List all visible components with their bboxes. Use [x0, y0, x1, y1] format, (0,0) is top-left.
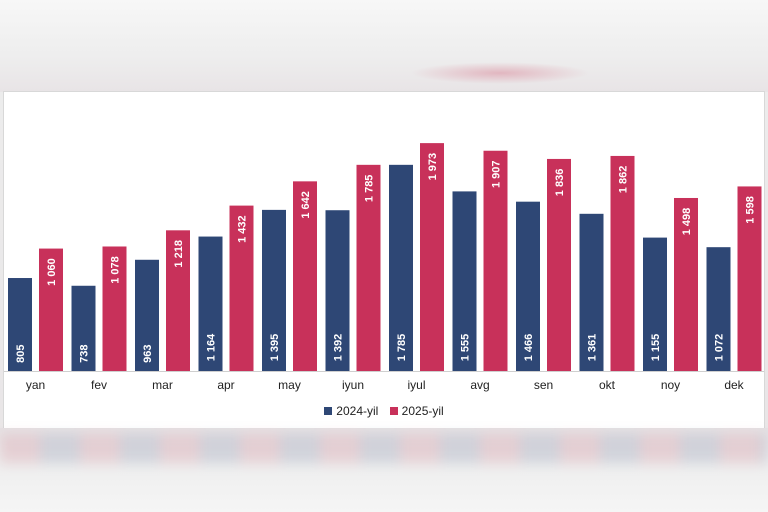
legend-label-2024: 2024-yil — [336, 404, 379, 418]
data-label-2024-iyun: 1 392 — [333, 334, 345, 362]
bar-2024-yan — [8, 278, 32, 371]
data-label-2024-dek: 1 072 — [714, 334, 726, 362]
bar-2024-avg — [452, 191, 477, 371]
x-tick-label-iyun: iyun — [342, 378, 364, 392]
bar-2025-avg — [483, 150, 508, 371]
x-tick-label-avg: avg — [470, 378, 489, 392]
data-label-2024-avg: 1 555 — [460, 334, 472, 362]
data-label-2025-sen: 1 836 — [554, 169, 566, 197]
data-label-2024-may: 1 395 — [269, 334, 281, 362]
x-tick-label-fev: fev — [91, 378, 107, 392]
data-label-2024-mar: 963 — [142, 345, 154, 363]
legend-swatch-2025 — [389, 407, 398, 415]
data-label-2025-iyun: 1 785 — [364, 175, 376, 203]
x-tick-label-iyul: iyul — [407, 378, 425, 392]
data-label-2025-fev: 1 078 — [110, 256, 122, 284]
data-label-2025-may: 1 642 — [300, 191, 312, 219]
data-label-2024-fev: 738 — [79, 345, 91, 363]
data-label-2024-sen: 1 466 — [523, 334, 535, 362]
chart-panel: 805 1 060 yan 738 1 078 fev 963 1 218 mar 1 164 1 … — [4, 92, 764, 428]
data-label-2025-avg: 1 907 — [491, 160, 503, 188]
bar-2025-iyun — [356, 164, 381, 371]
bar-2025-mar — [166, 230, 190, 371]
data-label-2024-noy: 1 155 — [650, 334, 662, 362]
data-label-2025-mar: 1 218 — [173, 240, 185, 268]
data-label-2025-dek: 1 598 — [745, 196, 757, 224]
x-tick-label-noy: noy — [661, 378, 680, 392]
x-tick-label-sen: sen — [534, 378, 553, 392]
bar-chart: 805 1 060 yan 738 1 078 fev 963 1 218 mar 1 164 1 … — [4, 143, 764, 392]
bar-2025-dek — [737, 186, 762, 371]
data-label-2025-apr: 1 432 — [237, 215, 249, 243]
bar-2024-mar — [135, 259, 159, 371]
data-label-2025-okt: 1 862 — [618, 166, 630, 194]
bar-2024-iyul — [389, 164, 413, 371]
legend-swatch-2024 — [324, 407, 333, 415]
bar-2024-apr — [198, 236, 223, 371]
bar-2025-iyul — [420, 143, 444, 371]
bar-2025-yan — [39, 248, 63, 371]
legend-item-2024: 2024-yil — [324, 404, 378, 418]
bar-2024-iyun — [325, 210, 350, 371]
bar-2025-sen — [547, 158, 571, 371]
data-label-2025-noy: 1 498 — [681, 208, 693, 236]
data-label-2025-iyul: 1 973 — [427, 153, 439, 181]
data-label-2024-okt: 1 361 — [587, 334, 599, 362]
bar-2025-okt — [610, 155, 635, 371]
bar-2025-apr — [229, 205, 254, 371]
bar-2025-may — [293, 181, 317, 371]
bar-2024-okt — [579, 213, 604, 371]
bar-2024-sen — [516, 201, 540, 371]
chart-legend: 2024-yil 2025-yil — [4, 404, 764, 418]
background-blur-top — [0, 0, 768, 92]
x-tick-label-dek: dek — [724, 378, 744, 392]
bar-2024-may — [262, 209, 286, 371]
data-label-2025-yan: 1 060 — [46, 258, 58, 286]
legend-label-2025: 2025-yil — [401, 404, 444, 418]
x-tick-label-may: may — [278, 378, 301, 392]
data-label-2024-iyul: 1 785 — [396, 334, 408, 362]
bar-2024-fev — [71, 285, 96, 371]
bar-2024-noy — [643, 237, 667, 371]
data-label-2024-apr: 1 164 — [206, 333, 218, 361]
x-tick-label-mar: mar — [152, 378, 173, 392]
x-tick-label-okt: okt — [599, 378, 616, 392]
legend-item-2025: 2025-yil — [389, 404, 444, 418]
background-blur-bottom — [0, 428, 768, 512]
x-tick-label-yan: yan — [26, 378, 45, 392]
bar-2025-fev — [102, 246, 127, 371]
data-label-2024-yan: 805 — [15, 345, 27, 363]
bar-2025-noy — [674, 197, 698, 371]
x-tick-label-apr: apr — [217, 378, 234, 392]
bar-2024-dek — [706, 247, 731, 371]
